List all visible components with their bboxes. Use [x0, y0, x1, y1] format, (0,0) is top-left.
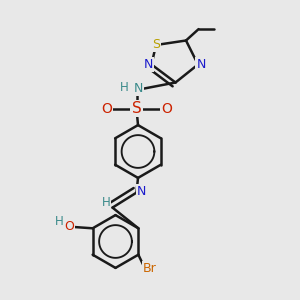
Text: H: H [120, 81, 129, 94]
Text: N: N [196, 58, 206, 71]
Text: H: H [55, 215, 63, 228]
Text: N: N [137, 184, 147, 198]
Text: S: S [132, 101, 141, 116]
Text: H: H [101, 196, 110, 209]
Text: N: N [144, 58, 153, 71]
Text: O: O [101, 102, 112, 116]
Text: S: S [152, 38, 160, 52]
Text: Br: Br [143, 262, 157, 275]
Text: N: N [133, 82, 143, 95]
Text: O: O [161, 102, 172, 116]
Text: O: O [64, 220, 74, 233]
